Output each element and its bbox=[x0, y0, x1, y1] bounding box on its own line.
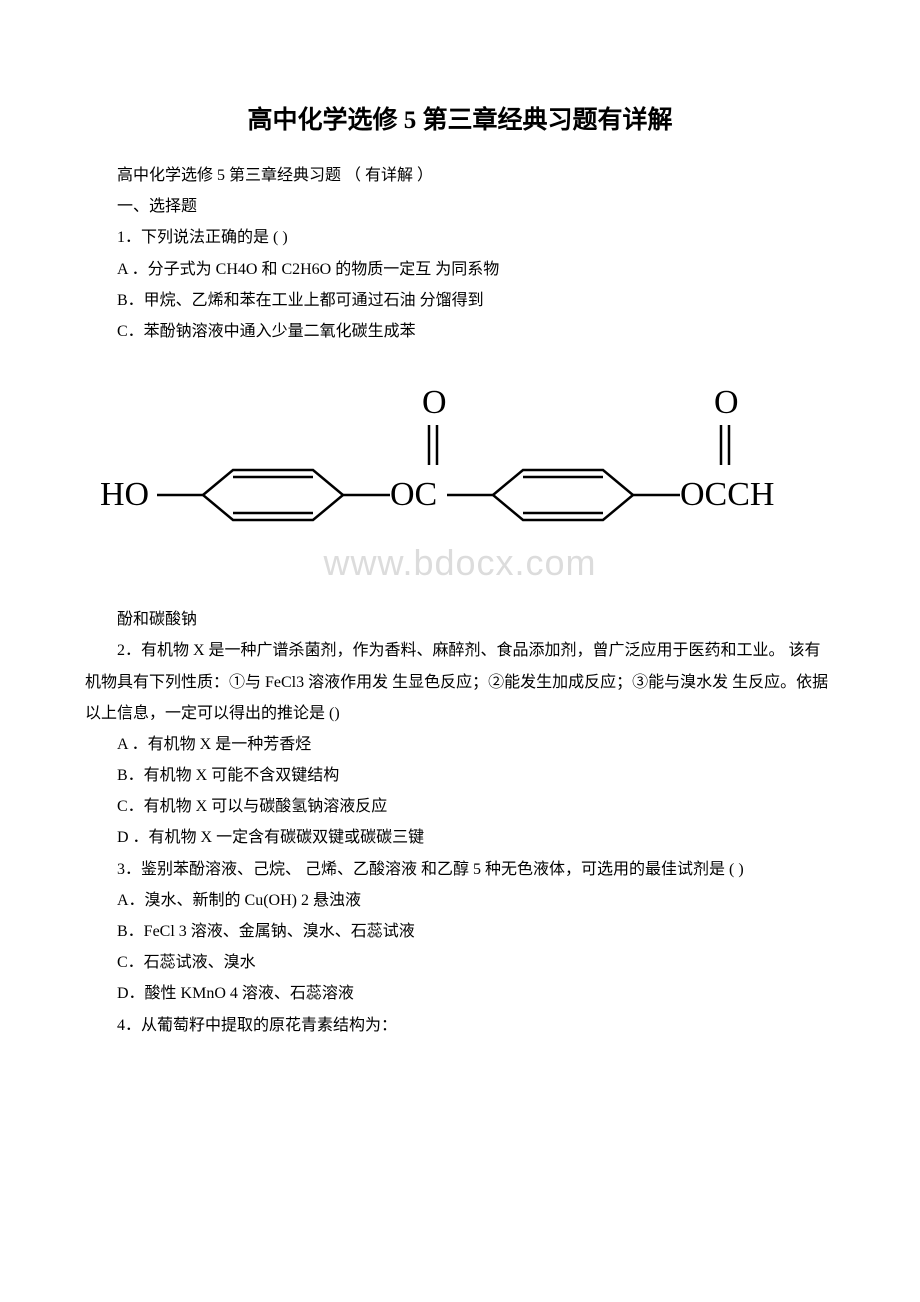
question-3-option-a: A．溴水、新制的 Cu(OH) 2 悬浊液 bbox=[85, 885, 835, 916]
label-o1: O bbox=[422, 384, 447, 421]
question-2-option-b: B．有机物 X 可能不含双键结构 bbox=[85, 760, 835, 791]
chemical-structure-figure: HO OC O OCCH bbox=[85, 347, 835, 604]
chemical-structure-svg: HO OC O OCCH bbox=[85, 365, 835, 595]
question-1-option-c-cont: 酚和碳酸钠 bbox=[85, 604, 197, 635]
question-1-option-a: A ．分子式为 CH4O 和 C2H6O 的物质一定互 为同系物 bbox=[85, 254, 835, 285]
section-heading: 一、选择题 bbox=[85, 191, 835, 222]
question-3-option-b: B．FeCl 3 溶液、金属钠、溴水、石蕊试液 bbox=[85, 916, 835, 947]
question-3-option-c: C．石蕊试液、溴水 bbox=[85, 947, 835, 978]
question-1-option-c: C．苯酚钠溶液中通入少量二氧化碳生成苯 bbox=[85, 316, 835, 347]
question-2-option-c: C．有机物 X 可以与碳酸氢钠溶液反应 bbox=[85, 791, 835, 822]
question-1: 1．下列说法正确的是 ( ) bbox=[85, 222, 835, 253]
question-1-option-b: B．甲烷、乙烯和苯在工业上都可通过石油 分馏得到 bbox=[85, 285, 835, 316]
label-o2: O bbox=[714, 384, 739, 421]
page-title: 高中化学选修 5 第三章经典习题有详解 bbox=[85, 100, 835, 136]
label-oc: OC bbox=[390, 476, 437, 513]
question-2-option-d: D ．有机物 X 一定含有碳碳双键或碳碳三键 bbox=[85, 822, 835, 853]
question-4: 4．从葡萄籽中提取的原花青素结构为： bbox=[85, 1010, 835, 1041]
question-2-option-a: A ．有机物 X 是一种芳香烃 bbox=[85, 729, 835, 760]
q1c-continuation-row: 酚和碳酸钠 bbox=[85, 604, 835, 635]
question-2: 2．有机物 X 是一种广谱杀菌剂，作为香料、麻醉剂、食品添加剂，曾广泛应用于医药… bbox=[85, 635, 835, 729]
question-3-option-d: D．酸性 KMnO 4 溶液、石蕊溶液 bbox=[85, 978, 835, 1009]
label-occh: OCCH bbox=[680, 476, 774, 513]
label-ho: HO bbox=[100, 476, 149, 513]
subtitle-text: 高中化学选修 5 第三章经典习题 （ 有详解 ） bbox=[85, 160, 835, 191]
question-3: 3．鉴别苯酚溶液、己烷、 己烯、乙酸溶液 和乙醇 5 种无色液体，可选用的最佳试… bbox=[85, 854, 835, 885]
